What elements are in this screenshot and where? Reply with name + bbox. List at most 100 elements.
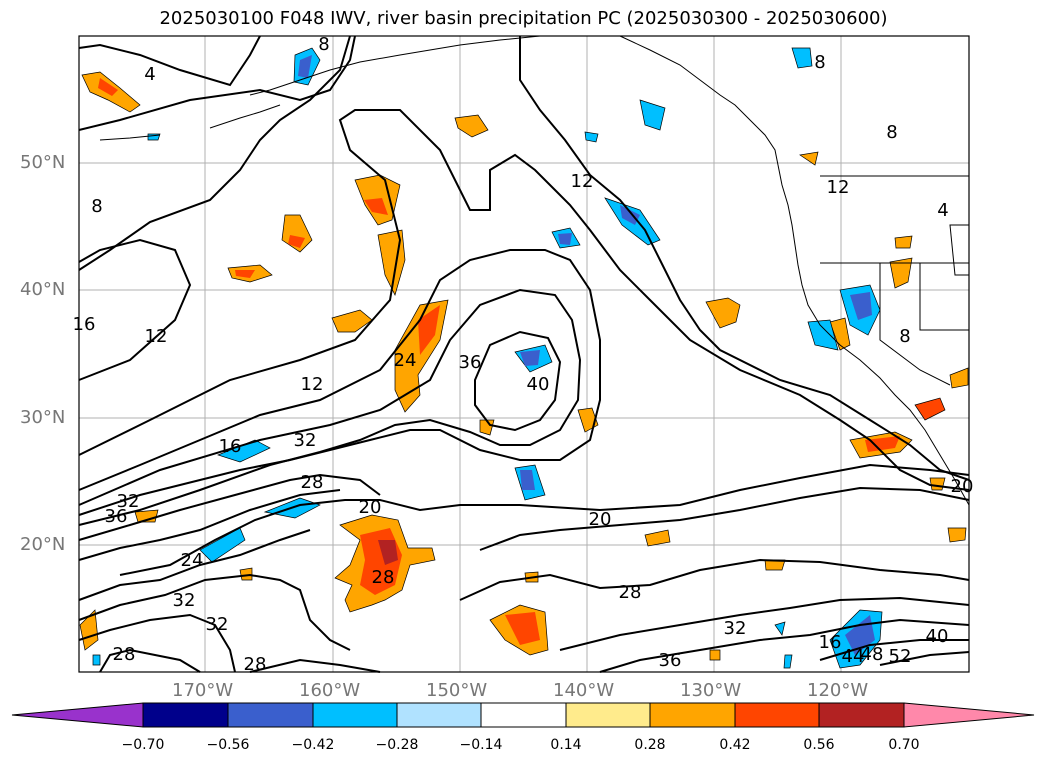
iwv-contour-line [249, 658, 381, 673]
positive-anomaly-fills [79, 71, 969, 661]
state-border [919, 263, 969, 331]
positive-anomaly-region [929, 477, 946, 491]
island-arc [99, 134, 161, 141]
iwv-contour-line [479, 486, 970, 551]
positive-anomaly-region [914, 397, 946, 421]
contour-label: 28 [244, 654, 267, 675]
negative-anomaly-region [92, 654, 101, 666]
negative-anomaly-region [199, 527, 246, 563]
lon-label-160w: 160°W [299, 680, 361, 701]
negative-anomaly-region [774, 621, 786, 636]
lat-label-40n: 40°N [20, 279, 66, 300]
contour-label: 36 [459, 352, 482, 373]
colorbar-extend-high [903, 702, 1035, 728]
contour-label: 44 [842, 646, 865, 667]
contour-label: 16 [219, 436, 242, 457]
iwv-contour-line [78, 35, 356, 131]
alaska-coastline [249, 35, 541, 96]
negative-anomaly-fills [92, 47, 883, 669]
island-arc [209, 104, 281, 129]
colorbar-extend-low [11, 702, 144, 728]
colorbar [11, 702, 1035, 728]
iwv-contour-line [78, 473, 381, 541]
contour-label: 12 [145, 326, 168, 347]
colorbar-tick-label: −0.42 [291, 737, 335, 753]
lon-label-130w: 130°W [680, 680, 742, 701]
positive-anomaly-region [799, 151, 819, 166]
colorbar-tick-label: 0.56 [803, 737, 835, 753]
negative-anomaly-region [807, 319, 839, 351]
contour-label: 12 [827, 177, 850, 198]
contour-label: 40 [527, 374, 550, 395]
alaska-coastline [619, 35, 779, 166]
contour-label: 32 [117, 491, 140, 512]
colorbar-tick-label: 0.70 [888, 737, 920, 753]
iwv-contour-line [474, 330, 562, 432]
colorbar-tick-label: −0.28 [375, 737, 419, 753]
colorbar-tick-label: −0.56 [206, 737, 250, 753]
contour-label: 12 [301, 374, 324, 395]
negative-anomaly-region [639, 99, 666, 131]
contour-label: 36 [659, 650, 682, 671]
contour-label: 28 [113, 644, 136, 665]
colorbar-segment [396, 702, 482, 728]
positive-anomaly-region [894, 235, 913, 249]
positive-anomaly-region [947, 527, 967, 543]
positive-anomaly-region [331, 309, 373, 333]
colorbar-tick-label: 0.42 [719, 737, 751, 753]
map-frame [78, 35, 970, 673]
lat-label-30n: 30°N [20, 407, 66, 428]
lon-label-140w: 140°W [553, 680, 615, 701]
contour-label: 24 [394, 350, 417, 371]
positive-anomaly-region [889, 257, 913, 289]
contour-label: 8 [886, 122, 897, 143]
contour-label: 8 [318, 34, 329, 55]
positive-anomaly-region [705, 297, 741, 329]
iwv-contour-line [78, 238, 192, 381]
contour-label: 52 [889, 646, 912, 667]
iwv-contours [78, 35, 970, 673]
iwv-contour-line [879, 651, 970, 666]
negative-anomaly-region [783, 654, 793, 669]
contour-label: 8 [91, 196, 102, 217]
contour-label: 12 [571, 171, 594, 192]
contour-label: 8 [814, 52, 825, 73]
colorbar-segment [565, 702, 651, 728]
iwv-contour-line [559, 596, 970, 651]
contour-label: 8 [899, 326, 910, 347]
iwv-contour-line [819, 639, 969, 661]
colorbar-segment [312, 702, 398, 728]
contour-labels: 8 4 8 8 8 12 12 4 16 12 12 24 36 40 16 3… [73, 34, 974, 675]
contour-label: 24 [181, 550, 204, 571]
iwv-contour-line [78, 613, 236, 673]
negative-anomaly-region [584, 131, 599, 143]
state-border [879, 263, 951, 386]
contour-label: 32 [724, 618, 747, 639]
colorbar-segment [227, 702, 314, 728]
positive-anomaly-region [829, 317, 851, 351]
contour-label: 16 [819, 632, 842, 653]
iwv-contour-line [459, 558, 970, 601]
contour-label: 28 [372, 567, 395, 588]
lon-label-120w: 120°W [807, 680, 869, 701]
iwv-contour-line [519, 36, 970, 481]
colorbar-segment [142, 702, 229, 728]
colorbar-tick-label: 0.14 [550, 737, 582, 753]
colorbar-tick-label: −0.14 [459, 737, 503, 753]
colorbar-segment [734, 702, 820, 728]
positive-anomaly-region [709, 649, 721, 661]
lon-label-170w: 170°W [172, 680, 234, 701]
north-america-coastline [777, 164, 970, 506]
contour-label: 16 [73, 314, 96, 335]
colorbar-segment [818, 702, 905, 728]
colorbar-tick-label: 0.28 [634, 737, 666, 753]
contour-label: 4 [144, 64, 155, 85]
iwv-contour-line [78, 35, 351, 271]
colorbar-segment [480, 702, 567, 728]
contour-label: 20 [359, 497, 382, 518]
lon-label-150w: 150°W [426, 680, 488, 701]
contour-label: 32 [294, 430, 317, 451]
colorbar-segment [649, 702, 736, 728]
positive-anomaly-region [454, 114, 489, 138]
